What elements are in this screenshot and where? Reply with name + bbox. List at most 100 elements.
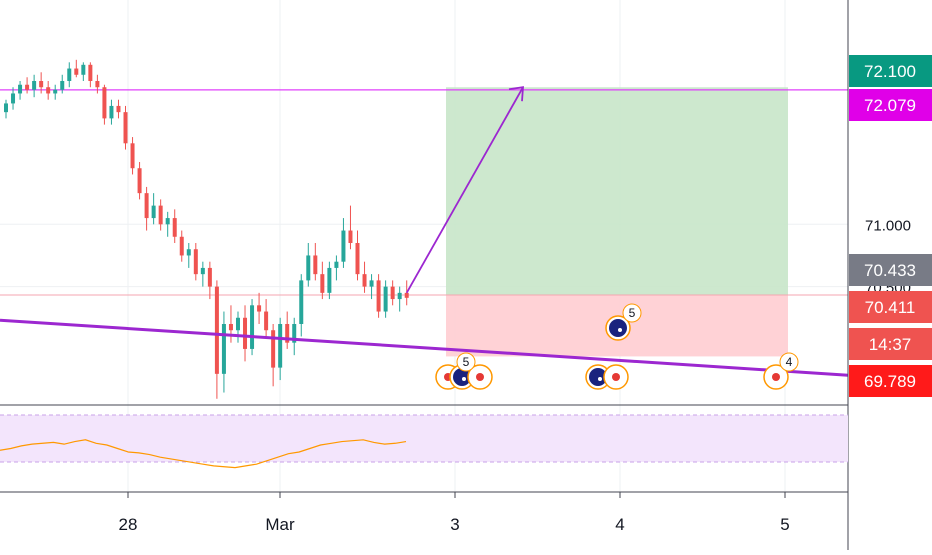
event-japan-flag[interactable]: [603, 364, 629, 390]
event-japan-flag[interactable]: [763, 364, 789, 390]
candle-body: [285, 324, 290, 343]
candle-body: [81, 64, 86, 75]
candle-body: [130, 143, 135, 169]
event-australia-flag[interactable]: [449, 364, 475, 390]
candle: [221, 311, 226, 393]
candle-body: [341, 230, 346, 262]
event-count-badge: 4: [779, 352, 799, 372]
event-australia-flag[interactable]: [605, 315, 631, 341]
candle-body: [243, 317, 248, 349]
price-badges: 72.100 72.079 70.433 70.411 14:37 69.789: [849, 55, 932, 397]
event-count-ring: [779, 352, 799, 372]
candle: [179, 230, 184, 262]
event-flag-dot: [772, 373, 780, 381]
candle: [130, 137, 135, 175]
candle-body: [158, 205, 163, 225]
candle: [46, 81, 51, 100]
event-flag-dot: [476, 373, 484, 381]
candle-body: [109, 105, 114, 119]
candle-body: [320, 274, 325, 293]
candle: [313, 243, 318, 281]
event-count: 4: [786, 355, 793, 369]
economic-events[interactable]: 5 5 4: [435, 303, 799, 390]
bar-countdown-badge-box: [849, 328, 932, 360]
candle-body: [46, 87, 51, 94]
event-count: 5: [629, 306, 636, 320]
event-flag: [453, 368, 471, 386]
candle: [243, 305, 248, 362]
bar-countdown-badge: 14:37: [849, 328, 932, 360]
price-tick-label: 71.000: [865, 217, 911, 234]
time-axis[interactable]: 28 Mar 3 4 5: [119, 492, 790, 534]
candle-body: [4, 103, 8, 113]
candle-body: [18, 84, 23, 94]
candle-body: [221, 324, 226, 374]
candle-body: [214, 286, 219, 374]
candle-body: [257, 305, 262, 312]
time-label: Mar: [265, 515, 295, 534]
candle: [95, 74, 100, 94]
profit-zone[interactable]: [446, 87, 788, 295]
candle-body: [179, 236, 184, 256]
candle: [200, 261, 205, 287]
current-price-badge: 70.411: [849, 291, 932, 323]
candle: [25, 77, 30, 94]
candle-body: [137, 168, 142, 194]
current-price-badge-box: [849, 291, 932, 323]
candle-body: [95, 81, 100, 88]
candle: [137, 162, 142, 200]
target-price-badge-label: 72.100: [864, 62, 916, 81]
candle-body: [123, 112, 128, 144]
candle: [53, 84, 58, 100]
candle: [11, 87, 16, 110]
candle-body: [67, 68, 72, 81]
candle-body: [39, 81, 44, 88]
candle: [151, 193, 156, 225]
event-count-badge: 5: [456, 352, 476, 372]
candle: [278, 317, 283, 381]
event-star: [462, 377, 466, 381]
candle-body: [397, 292, 402, 300]
alert-price-badge-box: [849, 89, 932, 121]
rsi-pane[interactable]: [0, 414, 848, 469]
candle-body: [390, 286, 395, 300]
candle: [116, 99, 121, 119]
event-japan-flag[interactable]: [467, 364, 493, 390]
event-flag: [609, 319, 627, 337]
candle: [81, 62, 86, 81]
event-count-ring: [456, 352, 476, 372]
candle: [397, 286, 402, 312]
candle: [165, 211, 170, 237]
candle: [109, 99, 114, 125]
candle-body: [200, 267, 205, 275]
support-trendline[interactable]: [0, 318, 849, 377]
last-price-badge-box: [849, 254, 932, 286]
candle-body: [74, 68, 79, 75]
projection-arrow[interactable]: [405, 86, 524, 294]
candle: [186, 243, 191, 268]
candle-body: [88, 64, 93, 81]
candle-body: [250, 305, 255, 349]
candle-body: [53, 89, 58, 94]
rsi-line: [0, 439, 407, 469]
time-label: 4: [615, 515, 624, 534]
candle-body: [383, 286, 388, 312]
candle-body: [299, 280, 304, 324]
candle-body: [355, 243, 360, 275]
time-label: 28: [119, 515, 138, 534]
event-flag: [589, 368, 607, 386]
candle: [271, 324, 276, 387]
target-price-badge: 72.100: [849, 55, 932, 87]
alert-price-badge-label: 72.079: [864, 96, 916, 115]
candle: [376, 274, 381, 318]
rsi-band: [0, 415, 848, 462]
candle: [306, 243, 311, 287]
candle-body: [264, 311, 269, 331]
event-star: [598, 377, 602, 381]
event-australia-flag[interactable]: [585, 364, 611, 390]
candle: [39, 72, 44, 94]
event-count-ring: [622, 303, 642, 323]
candle: [18, 81, 23, 100]
